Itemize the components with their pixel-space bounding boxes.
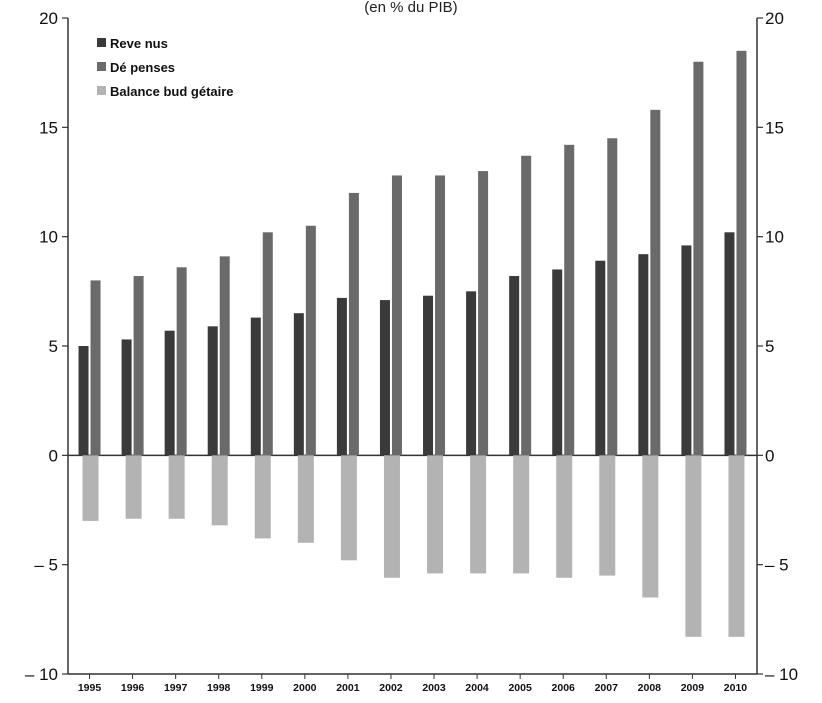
bar-depenses bbox=[305, 225, 316, 456]
bar-depenses bbox=[478, 171, 489, 456]
x-tick-label: 2003 bbox=[422, 682, 446, 694]
bar-depenses bbox=[262, 232, 273, 456]
bar-revenus bbox=[595, 260, 606, 456]
bar-balance bbox=[211, 455, 228, 526]
bar-revenus bbox=[638, 254, 649, 456]
legend-swatch bbox=[97, 86, 106, 95]
bar-depenses bbox=[693, 61, 704, 456]
legend-label: Dé penses bbox=[110, 60, 175, 75]
bar-balance bbox=[556, 455, 573, 578]
bar-revenus bbox=[250, 317, 261, 456]
x-tick-label: 2010 bbox=[724, 682, 748, 694]
bar-depenses bbox=[564, 144, 575, 456]
bar-revenus bbox=[466, 291, 477, 456]
y-tick-label-left: 20 bbox=[39, 9, 58, 28]
bar-balance bbox=[254, 455, 271, 539]
y-tick-label-right: 10 bbox=[765, 228, 784, 247]
y-tick-label-left: 15 bbox=[39, 118, 58, 137]
legend-swatch bbox=[97, 38, 106, 47]
x-tick-label: 1999 bbox=[250, 682, 274, 694]
bar-balance bbox=[82, 455, 99, 521]
x-tick-label: 1998 bbox=[207, 682, 231, 694]
y-tick-label-left: 5 bbox=[49, 337, 58, 356]
x-tick-label: 2009 bbox=[681, 682, 705, 694]
y-tick-label-left: – 10 bbox=[25, 665, 58, 684]
bar-depenses bbox=[736, 50, 747, 456]
bar-depenses bbox=[391, 175, 402, 456]
x-tick-label: 2006 bbox=[552, 682, 576, 694]
bar-balance bbox=[125, 455, 142, 519]
bar-balance bbox=[728, 455, 745, 637]
legend-label: Reve nus bbox=[110, 36, 168, 51]
x-tick-label: 1995 bbox=[78, 682, 102, 694]
bar-revenus bbox=[164, 330, 175, 456]
x-tick-label: 2004 bbox=[465, 682, 489, 694]
bar-depenses bbox=[90, 280, 101, 456]
bar-balance bbox=[297, 455, 314, 543]
y-tick-label-right: 15 bbox=[765, 118, 784, 137]
bar-revenus bbox=[509, 276, 520, 456]
bar-depenses bbox=[607, 138, 618, 456]
y-tick-label-right: 0 bbox=[765, 446, 774, 465]
bar-revenus bbox=[293, 313, 304, 456]
legend-label: Balance bud gétaire bbox=[110, 84, 234, 99]
bar-depenses bbox=[176, 267, 187, 456]
bar-balance bbox=[642, 455, 659, 598]
bar-revenus bbox=[379, 300, 390, 456]
bar-depenses bbox=[650, 109, 661, 456]
bar-balance bbox=[685, 455, 702, 637]
bar-balance bbox=[470, 455, 487, 574]
x-tick-label: 2008 bbox=[638, 682, 662, 694]
bar-revenus bbox=[121, 339, 132, 456]
bar-revenus bbox=[78, 346, 89, 456]
bar-balance bbox=[427, 455, 444, 574]
legend-swatch bbox=[97, 62, 106, 71]
bar-balance bbox=[513, 455, 530, 574]
x-tick-label: 2007 bbox=[595, 682, 619, 694]
x-tick-label: 2001 bbox=[336, 682, 360, 694]
x-tick-label: 2000 bbox=[293, 682, 317, 694]
bar-balance bbox=[340, 455, 357, 561]
x-tick-label: 1997 bbox=[164, 682, 188, 694]
bar-depenses bbox=[348, 192, 359, 456]
bar-revenus bbox=[423, 295, 434, 456]
y-tick-label-left: 10 bbox=[39, 228, 58, 247]
bar-revenus bbox=[207, 326, 218, 456]
bar-depenses bbox=[133, 276, 144, 456]
bar-revenus bbox=[681, 245, 692, 456]
bar-depenses bbox=[521, 155, 532, 456]
bar-balance bbox=[383, 455, 400, 578]
x-tick-label: 2002 bbox=[379, 682, 403, 694]
y-tick-label-right: 20 bbox=[765, 9, 784, 28]
bar-revenus bbox=[724, 232, 735, 456]
bar-balance bbox=[599, 455, 616, 576]
y-tick-label-right: 5 bbox=[765, 337, 774, 356]
bar-depenses bbox=[435, 175, 446, 456]
bar-balance bbox=[168, 455, 185, 519]
bar-revenus bbox=[336, 297, 347, 456]
bar-depenses bbox=[219, 256, 230, 456]
chart-subtitle: (en % du PIB) bbox=[364, 0, 458, 16]
bar-revenus bbox=[552, 269, 563, 456]
x-tick-label: 1996 bbox=[121, 682, 145, 694]
y-tick-label-right: – 5 bbox=[765, 556, 789, 575]
y-tick-label-left: – 5 bbox=[34, 556, 58, 575]
x-tick-label: 2005 bbox=[508, 682, 532, 694]
y-tick-label-right: – 10 bbox=[765, 665, 798, 684]
y-tick-label-left: 0 bbox=[49, 446, 58, 465]
